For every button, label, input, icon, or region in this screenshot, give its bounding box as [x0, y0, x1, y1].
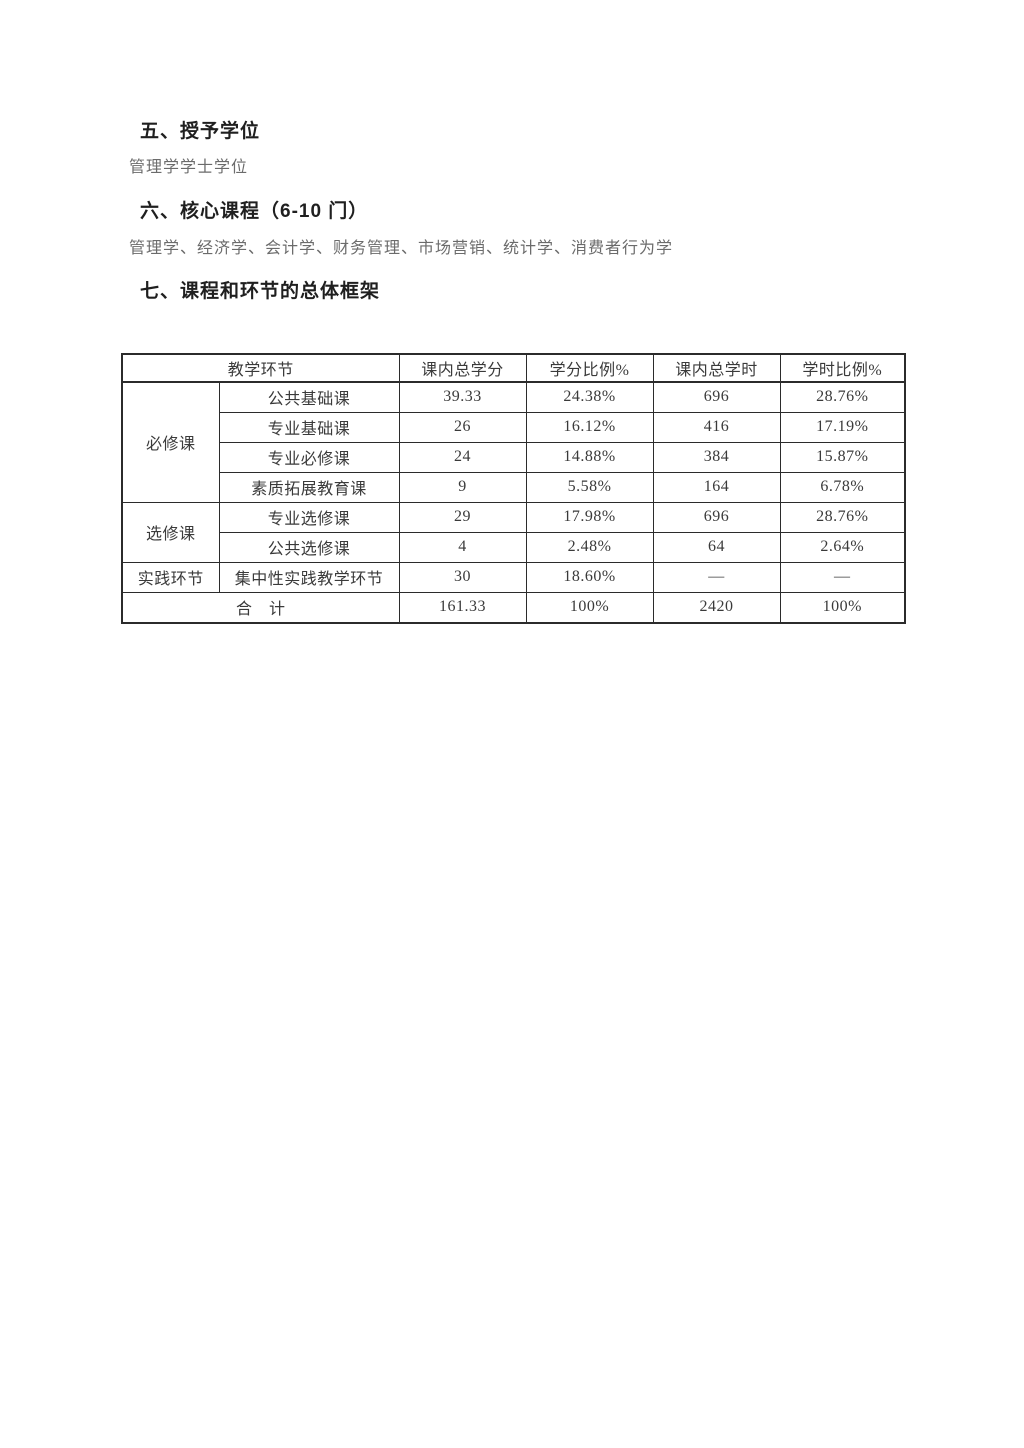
group-practice-segment: 实践环节: [121, 561, 220, 593]
col-header-credit-pct: 学分比例%: [525, 353, 654, 383]
col-header-total-credits: 课内总学分: [398, 353, 527, 383]
credit-pct-value: 18.60%: [525, 561, 654, 593]
hours-value: 64: [652, 531, 781, 563]
course-type: 素质拓展教育课: [218, 471, 400, 503]
hour-pct-value: 6.78%: [779, 471, 906, 503]
course-type: 专业必修课: [218, 441, 400, 473]
total-hours: 2420: [652, 591, 781, 624]
hours-value: 696: [652, 501, 781, 533]
credit-pct-value: 16.12%: [525, 411, 654, 443]
section-6-heading: 六、核心课程（6-10 门）: [140, 201, 369, 222]
hour-pct-value: 28.76%: [779, 501, 906, 533]
course-type: 专业选修课: [218, 501, 400, 533]
credits-value: 24: [398, 441, 527, 473]
col-header-total-hours: 课内总学时: [652, 353, 781, 383]
group-elective-courses: 选修课: [121, 501, 220, 563]
course-type: 公共基础课: [218, 381, 400, 413]
col-header-teaching-segment: 教学环节: [121, 353, 400, 383]
credit-pct-value: 2.48%: [525, 531, 654, 563]
credit-pct-value: 24.38%: [525, 381, 654, 413]
group-required-courses: 必修课: [121, 381, 220, 503]
hour-pct-value: —: [779, 561, 906, 593]
hours-value: 696: [652, 381, 781, 413]
section-6-body: 管理学、经济学、会计学、财务管理、市场营销、统计学、消费者行为学: [129, 240, 674, 257]
hour-pct-value: 28.76%: [779, 381, 906, 413]
course-type: 专业基础课: [218, 411, 400, 443]
credits-value: 29: [398, 501, 527, 533]
section-5-body: 管理学学士学位: [129, 159, 249, 176]
section-5-heading: 五、授予学位: [140, 121, 261, 142]
hours-value: —: [652, 561, 781, 593]
table-row: 必修课 公共基础课 39.33 24.38% 696 28.76%: [121, 381, 906, 503]
hour-pct-value: 2.64%: [779, 531, 906, 563]
total-hour-pct: 100%: [779, 591, 906, 624]
credits-value: 9: [398, 471, 527, 503]
course-type: 公共选修课: [218, 531, 400, 563]
credit-pct-value: 5.58%: [525, 471, 654, 503]
table-total-row: 合 计 161.33 100% 2420 100%: [121, 591, 906, 624]
table-row: 实践环节 集中性实践教学环节 30 18.60% — —: [121, 561, 906, 593]
credits-value: 4: [398, 531, 527, 563]
table-row: 专业必修课 24 14.88% 384 15.87%: [122, 441, 906, 473]
credits-value: 26: [398, 411, 527, 443]
credit-pct-value: 17.98%: [525, 501, 654, 533]
total-label: 合 计: [121, 591, 400, 624]
col-header-hour-pct: 学时比例%: [779, 353, 906, 383]
curriculum-framework-table: 教学环节 课内总学分 学分比例% 课内总学时 学时比例% 必修课 公共基础课 3…: [121, 353, 907, 624]
credits-value: 39.33: [398, 381, 527, 413]
hours-value: 164: [652, 471, 781, 503]
total-credit-pct: 100%: [525, 591, 654, 624]
section-7-heading: 七、课程和环节的总体框架: [140, 281, 381, 302]
table-row: 选修课 专业选修课 29 17.98% 696 28.76%: [121, 501, 906, 563]
hours-value: 384: [652, 441, 781, 473]
course-type: 集中性实践教学环节: [218, 561, 400, 593]
hour-pct-value: 15.87%: [779, 441, 906, 473]
table-header-row: 教学环节 课内总学分 学分比例% 课内总学时 学时比例%: [121, 353, 906, 383]
credits-value: 30: [398, 561, 527, 593]
credit-pct-value: 14.88%: [525, 441, 654, 473]
table-row: 公共选修课 4 2.48% 64 2.64%: [122, 531, 906, 563]
hour-pct-value: 17.19%: [779, 411, 906, 443]
total-credits: 161.33: [398, 591, 527, 624]
hours-value: 416: [652, 411, 781, 443]
table-row: 素质拓展教育课 9 5.58% 164 6.78%: [122, 471, 906, 503]
table-row: 专业基础课 26 16.12% 416 17.19%: [122, 411, 906, 443]
